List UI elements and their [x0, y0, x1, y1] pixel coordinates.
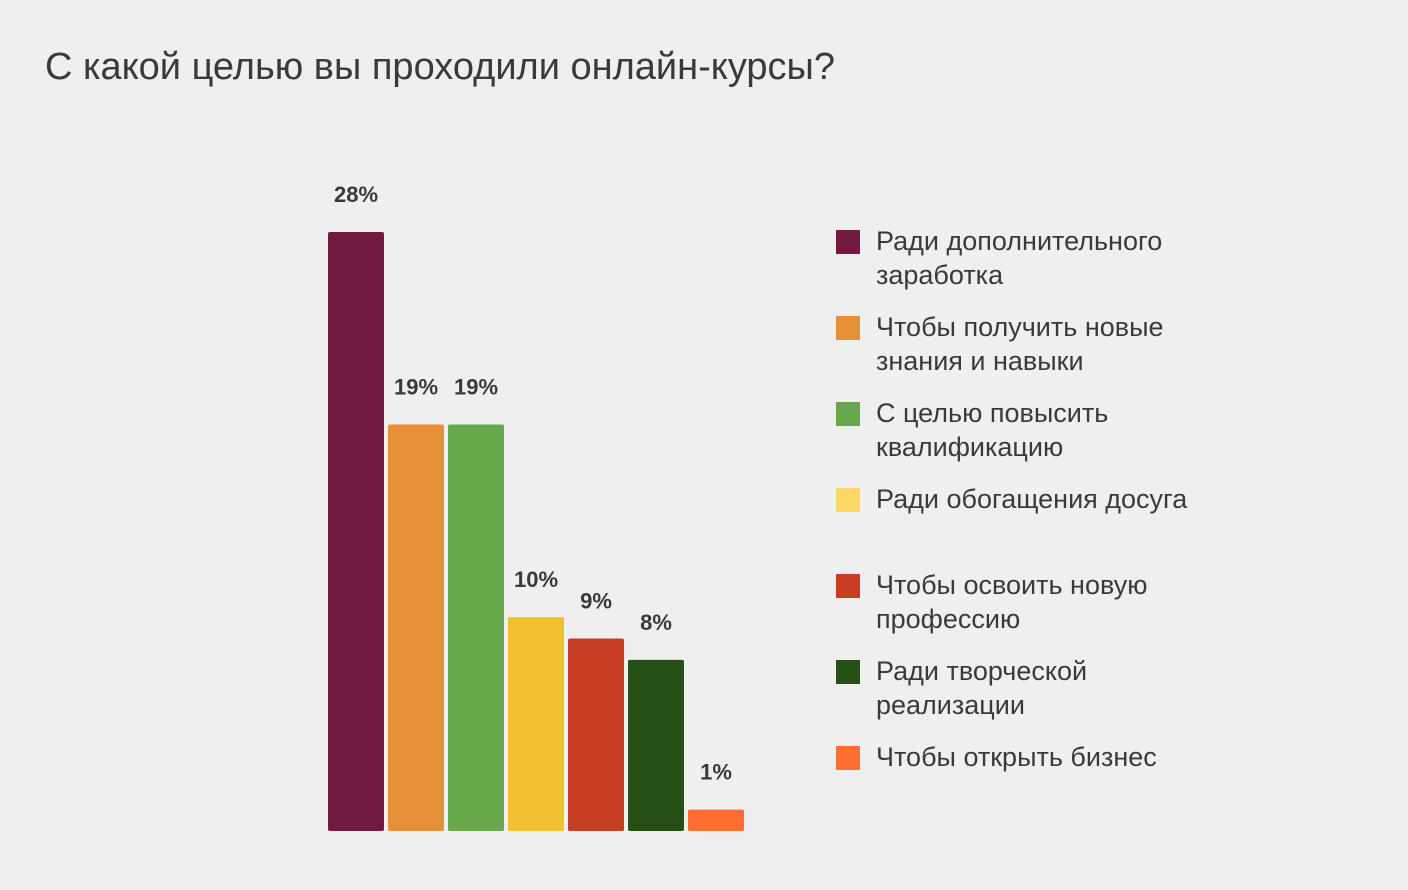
legend-item: Ради творческой реализации — [836, 654, 1236, 722]
legend-swatch — [836, 574, 860, 598]
legend-label: Ради обогащения досуга — [876, 484, 1188, 514]
legend-item: Чтобы освоить новую профессию — [836, 568, 1236, 636]
legend-item: Чтобы открыть бизнес — [836, 740, 1236, 774]
legend-label: Ради дополнительного заработка — [876, 226, 1163, 290]
bar-chart: 28% 19% 19% 10% 9% 8% 1% — [328, 182, 744, 831]
bar-value-label-2: 19% — [394, 375, 438, 400]
bar-7 — [688, 809, 744, 831]
bar-1 — [328, 232, 384, 831]
bar-value-label-1: 28% — [334, 182, 378, 207]
legend-swatch — [836, 402, 860, 426]
legend-label: Чтобы получить новые знания и навыки — [876, 312, 1164, 376]
legend-item: Ради обогащения досуга — [836, 482, 1236, 516]
legend-swatch — [836, 316, 860, 340]
bar-value-label-7: 1% — [700, 760, 732, 785]
legend-label: Ради творческой реализации — [876, 656, 1088, 720]
legend-label: С целью повысить квалификацию — [876, 398, 1109, 462]
bar-2 — [388, 424, 444, 831]
bar-value-label-4: 10% — [514, 567, 558, 592]
legend-swatch — [836, 488, 860, 512]
bar-value-label-6: 8% — [640, 610, 672, 635]
legend-item: С целью повысить квалификацию — [836, 396, 1236, 464]
legend-item: Ради дополнительного заработка — [836, 224, 1236, 292]
bar-5 — [568, 638, 624, 831]
bar-3 — [448, 424, 504, 831]
bar-4 — [508, 617, 564, 831]
legend-item: Чтобы получить новые знания и навыки — [836, 310, 1236, 378]
legend-swatch — [836, 746, 860, 770]
bar-value-label-3: 19% — [454, 375, 498, 400]
bar-value-label-5: 9% — [580, 588, 612, 613]
legend-label: Чтобы освоить новую профессию — [876, 570, 1148, 634]
legend-swatch — [836, 660, 860, 684]
bar-6 — [628, 659, 684, 831]
legend-label: Чтобы открыть бизнес — [876, 742, 1157, 772]
legend-swatch — [836, 230, 860, 254]
chart-title: С какой целью вы проходили онлайн-курсы? — [45, 46, 836, 88]
